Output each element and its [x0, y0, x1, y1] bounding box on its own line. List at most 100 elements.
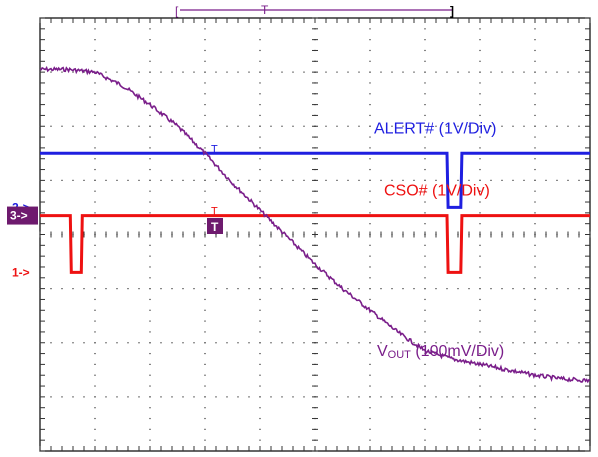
grid-dot: [226, 396, 228, 398]
grid-dot: [105, 288, 107, 290]
grid-dot: [479, 374, 481, 376]
grid-dot: [259, 168, 261, 171]
grid-dot: [358, 179, 360, 181]
grid-dot: [94, 396, 96, 398]
grid-dot: [424, 158, 426, 160]
grid-dot: [149, 147, 151, 149]
grid-dot: [204, 49, 206, 52]
grid-dot: [259, 136, 261, 138]
grid-dot: [424, 168, 426, 171]
grid-dot: [534, 407, 536, 409]
grid-dot: [369, 428, 371, 430]
grid-dot: [303, 288, 305, 290]
grid-dot: [204, 309, 206, 311]
grid-dot: [204, 212, 206, 214]
grid-dot: [160, 179, 162, 181]
grid-dot: [567, 396, 569, 398]
grid-dot: [204, 352, 206, 355]
grid-dot: [281, 179, 283, 181]
grid-dot: [369, 417, 371, 420]
grid-dot: [369, 407, 371, 409]
grid-dot: [204, 60, 206, 62]
grid-dot: [479, 309, 481, 311]
grid-dot: [259, 396, 261, 398]
grid-dot: [204, 342, 206, 344]
grid-dot: [479, 201, 481, 203]
grid-dot: [259, 223, 261, 225]
grid-dot: [204, 417, 206, 420]
grid-dot: [534, 39, 536, 41]
grid-dot: [149, 82, 151, 84]
grid-dot: [215, 288, 217, 290]
grid-dot: [149, 288, 151, 290]
grid-dot: [369, 201, 371, 203]
grid-dot: [369, 374, 371, 376]
vout-trace-label: VOUT (100mV/Div): [377, 343, 504, 361]
grid-dot: [149, 363, 151, 365]
grid-dot: [160, 125, 162, 127]
grid-dot: [270, 288, 272, 290]
grid-dot: [534, 363, 536, 365]
grid-dot: [369, 288, 371, 290]
grid-dot: [424, 201, 426, 203]
grid-dot: [94, 407, 96, 409]
grid-dot: [226, 179, 228, 181]
grid-dot: [545, 125, 547, 127]
grid-dot: [578, 125, 580, 127]
grid-dot: [402, 71, 404, 73]
grid-dot: [259, 71, 261, 73]
grid-dot: [248, 396, 250, 398]
grid-dot: [303, 71, 305, 73]
grid-dot: [336, 179, 338, 181]
grid-dot: [226, 288, 228, 290]
grid-dot: [369, 39, 371, 41]
grid-dot: [413, 396, 415, 398]
grid-dot: [479, 342, 481, 344]
grid-dot: [61, 342, 63, 344]
grid-dot: [127, 396, 129, 398]
grid-dot: [468, 396, 470, 398]
grid-dot: [369, 320, 371, 322]
grid-dot: [94, 439, 96, 441]
grid-dot: [171, 71, 173, 73]
grid-dot: [479, 331, 481, 333]
grid-dot: [545, 288, 547, 290]
grid-dot: [479, 136, 481, 138]
grid-dot: [160, 342, 162, 344]
grid-dot: [292, 342, 294, 344]
grid-dot: [402, 396, 404, 398]
grid-dot: [479, 28, 481, 30]
grid-dot: [259, 39, 261, 41]
grid-dot: [479, 104, 481, 106]
grid-dot: [424, 190, 426, 192]
grid-dot: [127, 342, 129, 344]
grid-dot: [182, 125, 184, 127]
grid-dot: [105, 71, 107, 73]
grid-dot: [369, 212, 371, 214]
grid-dot: [479, 71, 481, 73]
grid-dot: [215, 396, 217, 398]
grid-dot: [149, 396, 151, 398]
grid-dot: [204, 136, 206, 138]
grid-dot: [413, 179, 415, 181]
grid-dot: [149, 439, 151, 441]
grid-dot: [61, 125, 63, 127]
grid-dot: [369, 331, 371, 333]
grid-dot: [281, 342, 283, 344]
grid-dot: [325, 179, 327, 181]
channel-3-marker: 3->: [10, 209, 28, 223]
grid-dot: [567, 342, 569, 344]
grid-dot: [259, 93, 261, 95]
grid-dot: [215, 179, 217, 181]
grid-dot: [204, 288, 206, 290]
grid-dot: [534, 266, 536, 268]
grid-dot: [182, 288, 184, 290]
grid-dot: [127, 71, 129, 73]
grid-dot: [160, 396, 162, 398]
grid-dot: [259, 439, 261, 441]
grid-dot: [534, 71, 536, 73]
grid-dot: [193, 288, 195, 290]
grid-dot: [424, 49, 426, 52]
grid-dot: [479, 428, 481, 430]
grid-dot: [534, 168, 536, 171]
